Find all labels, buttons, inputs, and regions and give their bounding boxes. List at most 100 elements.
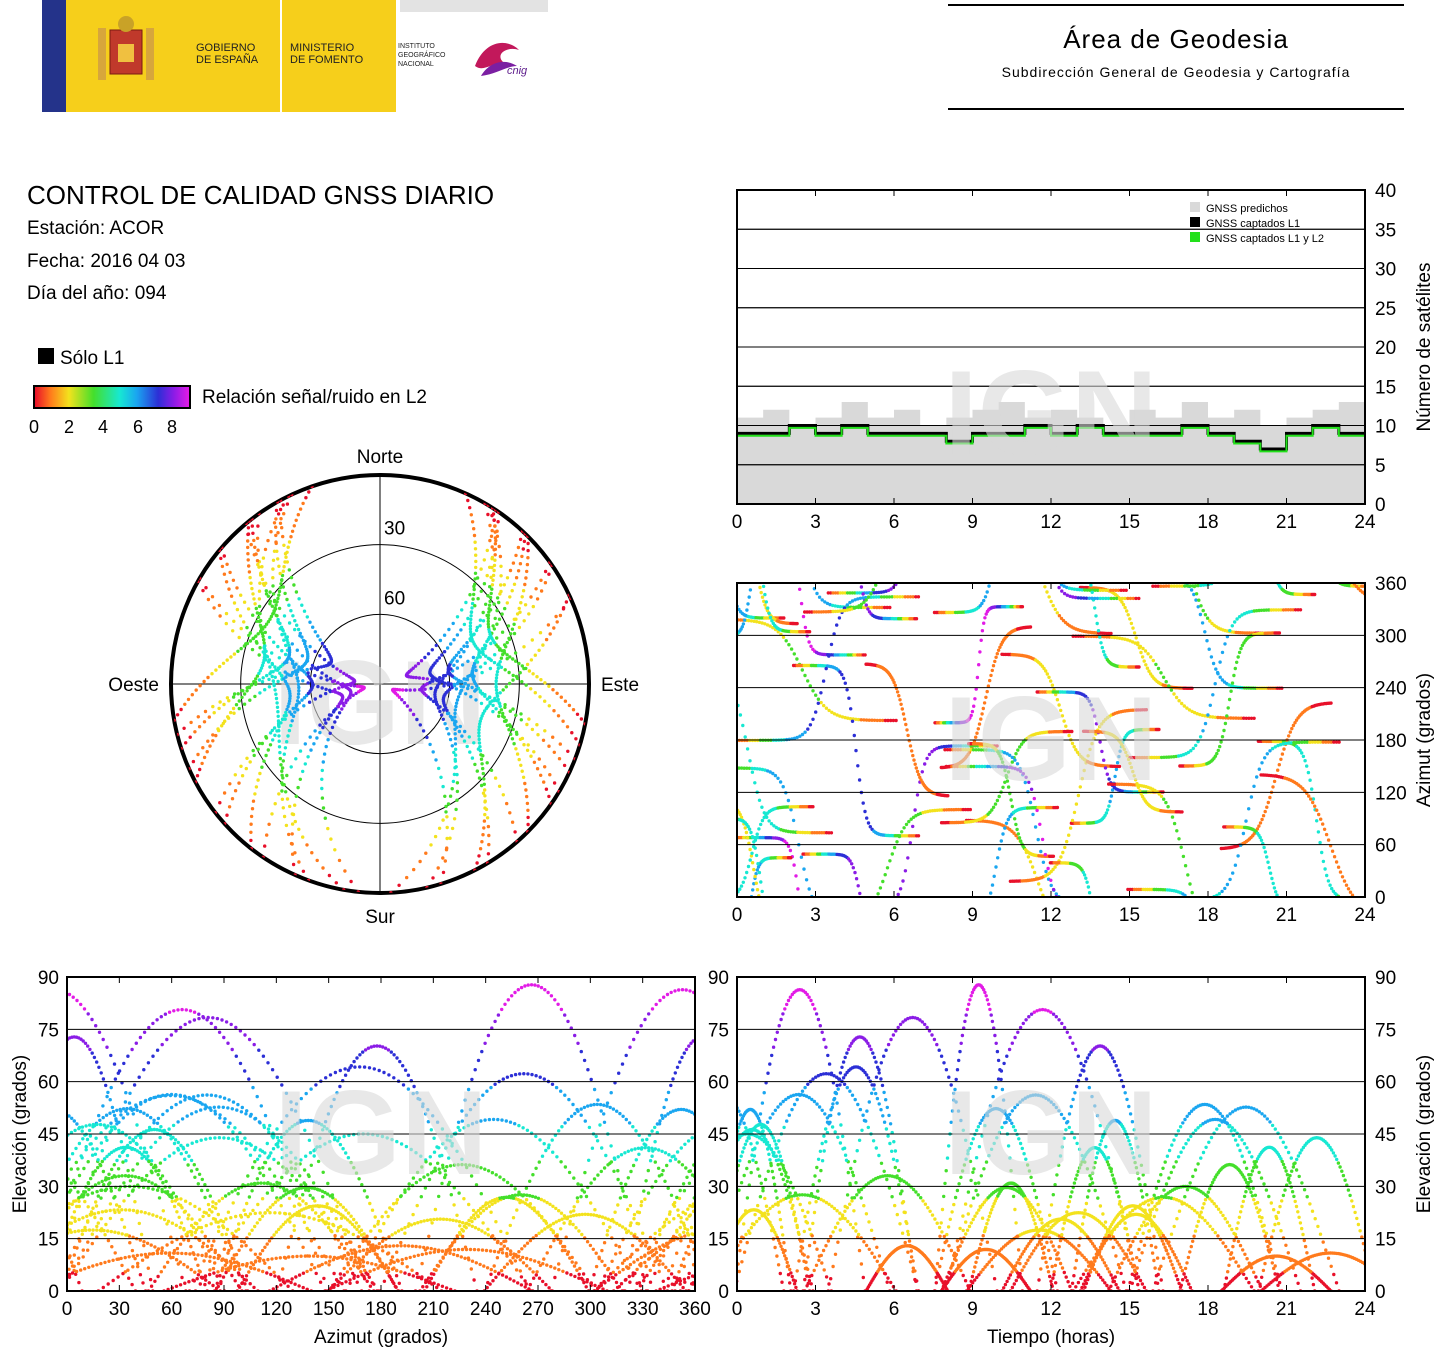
skyplot-point — [270, 728, 274, 733]
skyplot-point — [263, 844, 267, 848]
azimuth-point — [704, 763, 707, 766]
skyplot-point — [308, 620, 312, 624]
azimuth-point — [947, 744, 951, 748]
azimuth-point — [966, 764, 971, 769]
azimuth-point — [724, 583, 727, 586]
azimuth-point — [806, 727, 810, 731]
skyplot-point — [443, 673, 448, 678]
skyplot-point — [491, 578, 495, 582]
azimuth-point — [1010, 804, 1014, 809]
skyplot-point — [489, 591, 493, 596]
skyplot-point — [547, 744, 551, 748]
azimuth-point — [1094, 614, 1098, 618]
skyplot-point — [285, 560, 289, 564]
skyplot-point — [447, 627, 451, 632]
azimuth-point — [759, 590, 763, 595]
skyplot-point — [526, 822, 530, 827]
azimuth-point — [983, 595, 988, 599]
azimuth-point — [900, 830, 904, 834]
doy-label: Día del año: 094 — [27, 283, 167, 304]
skyplot-point — [415, 717, 419, 722]
skyplot-point — [500, 649, 504, 653]
skyplot-point — [477, 725, 481, 729]
skyplot-point — [466, 498, 470, 503]
azimuth-point — [1324, 832, 1329, 837]
skyplot-point — [413, 688, 417, 692]
x-tick-label: 21 — [1276, 905, 1297, 926]
azimuth-point — [755, 767, 759, 771]
elevation-azimuth-point — [131, 1112, 135, 1116]
skyplot-point — [253, 694, 257, 699]
skyplot-point — [297, 689, 301, 693]
skyplot-point — [190, 693, 194, 697]
skyplot-point — [288, 710, 292, 714]
azimuth-point — [1147, 669, 1151, 673]
azimuth-point — [739, 618, 743, 622]
azimuth-point — [1040, 837, 1045, 842]
skyplot-point — [483, 788, 487, 792]
azimuth-point — [1157, 755, 1161, 760]
skyplot-point — [282, 752, 286, 756]
azimuth-point — [945, 748, 950, 752]
skyplot-point — [477, 734, 481, 738]
skyplot-point — [479, 589, 483, 593]
azimuth-point — [1045, 590, 1049, 594]
skyplot-point — [424, 851, 428, 855]
skyplot-point — [522, 743, 526, 747]
azimuth-point — [1084, 876, 1088, 880]
elevation-azimuth-point — [180, 1235, 184, 1239]
skyplot-point — [271, 567, 275, 571]
azimuth-point — [1112, 596, 1116, 601]
skyplot-point — [321, 760, 325, 764]
azimuth-point — [669, 663, 672, 666]
azimuth-point — [1278, 743, 1283, 747]
skyplot-point — [479, 701, 484, 706]
skyplot-point — [298, 749, 303, 753]
skyplot-point — [259, 625, 263, 629]
azimuth-point — [885, 605, 889, 610]
azimuth-point — [1098, 588, 1103, 592]
elevation-azimuth-point — [211, 1283, 215, 1288]
azimuth-point — [1175, 584, 1179, 588]
azimuth-point — [716, 800, 719, 803]
skyplot-point — [294, 757, 298, 761]
skyplot-point — [210, 595, 215, 599]
azimuth-point — [718, 800, 721, 803]
skyplot-point — [347, 674, 351, 679]
elevation-azimuth-point — [338, 1142, 343, 1147]
skyplot-point — [453, 732, 457, 736]
elevation-azimuth-point — [658, 1259, 662, 1263]
skyplot-point — [485, 573, 489, 578]
azimuth-point — [720, 670, 723, 673]
skyplot-point — [285, 638, 289, 642]
azimuth-point — [1067, 833, 1071, 837]
elevation-azimuth-point — [193, 1270, 197, 1274]
azimuth-point — [972, 704, 976, 708]
skyplot-point — [338, 669, 343, 673]
azimuth-point — [1101, 649, 1106, 654]
azimuth-point — [1019, 839, 1023, 843]
azimuth-point — [805, 634, 809, 638]
azimuth-point — [1108, 799, 1112, 804]
skyplot-point — [283, 679, 288, 684]
azimuth-point — [872, 718, 877, 722]
azimuth-point — [1169, 688, 1174, 692]
skyplot-point — [484, 602, 488, 606]
azimuth-point — [1090, 741, 1094, 746]
elevation-azimuth-point — [318, 1280, 323, 1284]
elevation-azimuth-point — [278, 1211, 282, 1215]
elevation-azimuth-point — [293, 1123, 297, 1127]
azimuth-point — [1124, 750, 1128, 755]
skyplot-point — [529, 595, 533, 599]
skyplot-point — [489, 768, 494, 772]
skyplot-point — [431, 750, 435, 754]
skyplot-point — [318, 694, 323, 698]
azimuth-point — [1297, 740, 1301, 745]
azimuth-point — [1026, 855, 1031, 859]
skyplot-point — [351, 693, 355, 697]
azimuth-point — [903, 869, 908, 873]
skyplot-point — [514, 747, 518, 751]
azimuth-point — [1089, 703, 1093, 707]
azimuth-point — [718, 618, 721, 621]
skyplot-point — [280, 573, 285, 578]
